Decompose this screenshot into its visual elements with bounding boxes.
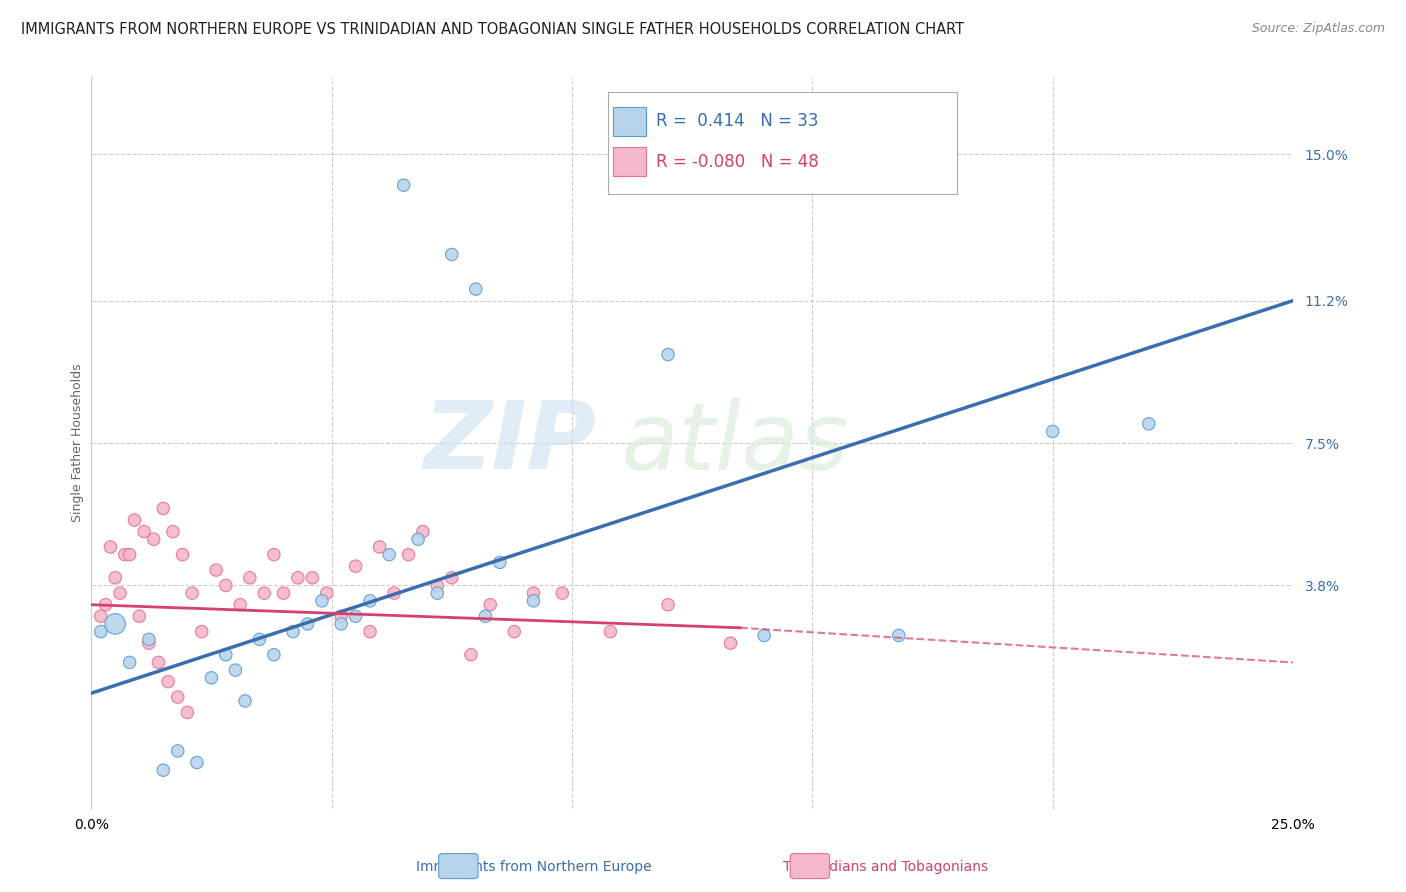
Point <box>215 648 238 662</box>
Text: Trinidadians and Tobagonians: Trinidadians and Tobagonians <box>783 860 988 874</box>
Point <box>406 533 429 547</box>
Point <box>315 586 337 600</box>
Point <box>1042 425 1064 439</box>
Point <box>522 594 544 608</box>
Point <box>166 744 188 758</box>
Point <box>551 586 574 600</box>
Point <box>253 586 276 600</box>
Point <box>657 598 679 612</box>
Point <box>426 578 449 592</box>
Point <box>215 578 238 592</box>
Point <box>464 282 486 296</box>
Point <box>166 690 188 704</box>
Point <box>190 624 212 639</box>
Text: ZIP: ZIP <box>423 397 596 489</box>
Point <box>720 636 742 650</box>
Point <box>114 548 136 562</box>
Text: R = -0.080   N = 48: R = -0.080 N = 48 <box>657 153 818 170</box>
Point <box>344 609 367 624</box>
Point <box>479 598 502 612</box>
Point <box>104 571 127 585</box>
Text: R =  0.414   N = 33: R = 0.414 N = 33 <box>657 112 818 130</box>
Text: atlas: atlas <box>620 398 848 489</box>
Point <box>378 548 401 562</box>
Point <box>200 671 222 685</box>
Point <box>229 598 252 612</box>
Text: IMMIGRANTS FROM NORTHERN EUROPE VS TRINIDADIAN AND TOBAGONIAN SINGLE FATHER HOUS: IMMIGRANTS FROM NORTHERN EUROPE VS TRINI… <box>21 22 965 37</box>
Point <box>440 571 463 585</box>
Point <box>311 594 333 608</box>
FancyBboxPatch shape <box>613 107 647 136</box>
Point <box>157 674 180 689</box>
Point <box>301 571 323 585</box>
Point <box>132 524 155 539</box>
Point <box>359 594 381 608</box>
Point <box>359 624 381 639</box>
Point <box>181 586 204 600</box>
Point <box>330 616 353 631</box>
Point <box>412 524 434 539</box>
Point <box>104 616 127 631</box>
Point <box>392 178 415 193</box>
Point <box>440 247 463 261</box>
Point <box>1137 417 1160 431</box>
Point <box>94 598 117 612</box>
Point <box>152 501 174 516</box>
Point <box>118 548 141 562</box>
Point <box>657 347 679 361</box>
FancyBboxPatch shape <box>613 147 647 176</box>
Text: Source: ZipAtlas.com: Source: ZipAtlas.com <box>1251 22 1385 36</box>
Point <box>249 632 271 647</box>
Y-axis label: Single Father Households: Single Father Households <box>72 364 84 523</box>
Point <box>263 648 285 662</box>
Point <box>263 548 285 562</box>
Point <box>176 706 198 720</box>
Point <box>90 624 112 639</box>
Point <box>172 548 194 562</box>
Point <box>224 663 246 677</box>
Point <box>488 555 510 569</box>
Point <box>273 586 295 600</box>
Point <box>108 586 131 600</box>
Point <box>460 648 482 662</box>
Point <box>330 609 353 624</box>
Point <box>398 548 420 562</box>
Point <box>503 624 526 639</box>
Point <box>128 609 150 624</box>
Point <box>90 609 112 624</box>
Point <box>522 586 544 600</box>
Point <box>599 624 621 639</box>
Point <box>297 616 319 631</box>
Point <box>152 763 174 777</box>
Point <box>205 563 228 577</box>
Point <box>887 628 910 642</box>
Point <box>100 540 122 554</box>
FancyBboxPatch shape <box>607 92 956 194</box>
Point <box>162 524 184 539</box>
Point <box>239 571 262 585</box>
Point <box>368 540 391 554</box>
Point <box>426 586 449 600</box>
Point <box>142 533 165 547</box>
Point <box>138 632 160 647</box>
Point <box>148 656 170 670</box>
Text: Immigrants from Northern Europe: Immigrants from Northern Europe <box>416 860 652 874</box>
Point <box>233 694 256 708</box>
Point <box>754 628 776 642</box>
Point <box>281 624 304 639</box>
Point <box>382 586 405 600</box>
Point <box>118 656 141 670</box>
Point <box>186 756 208 770</box>
Point <box>124 513 146 527</box>
Point <box>287 571 309 585</box>
Point <box>344 559 367 574</box>
Point <box>474 609 496 624</box>
Point <box>138 636 160 650</box>
